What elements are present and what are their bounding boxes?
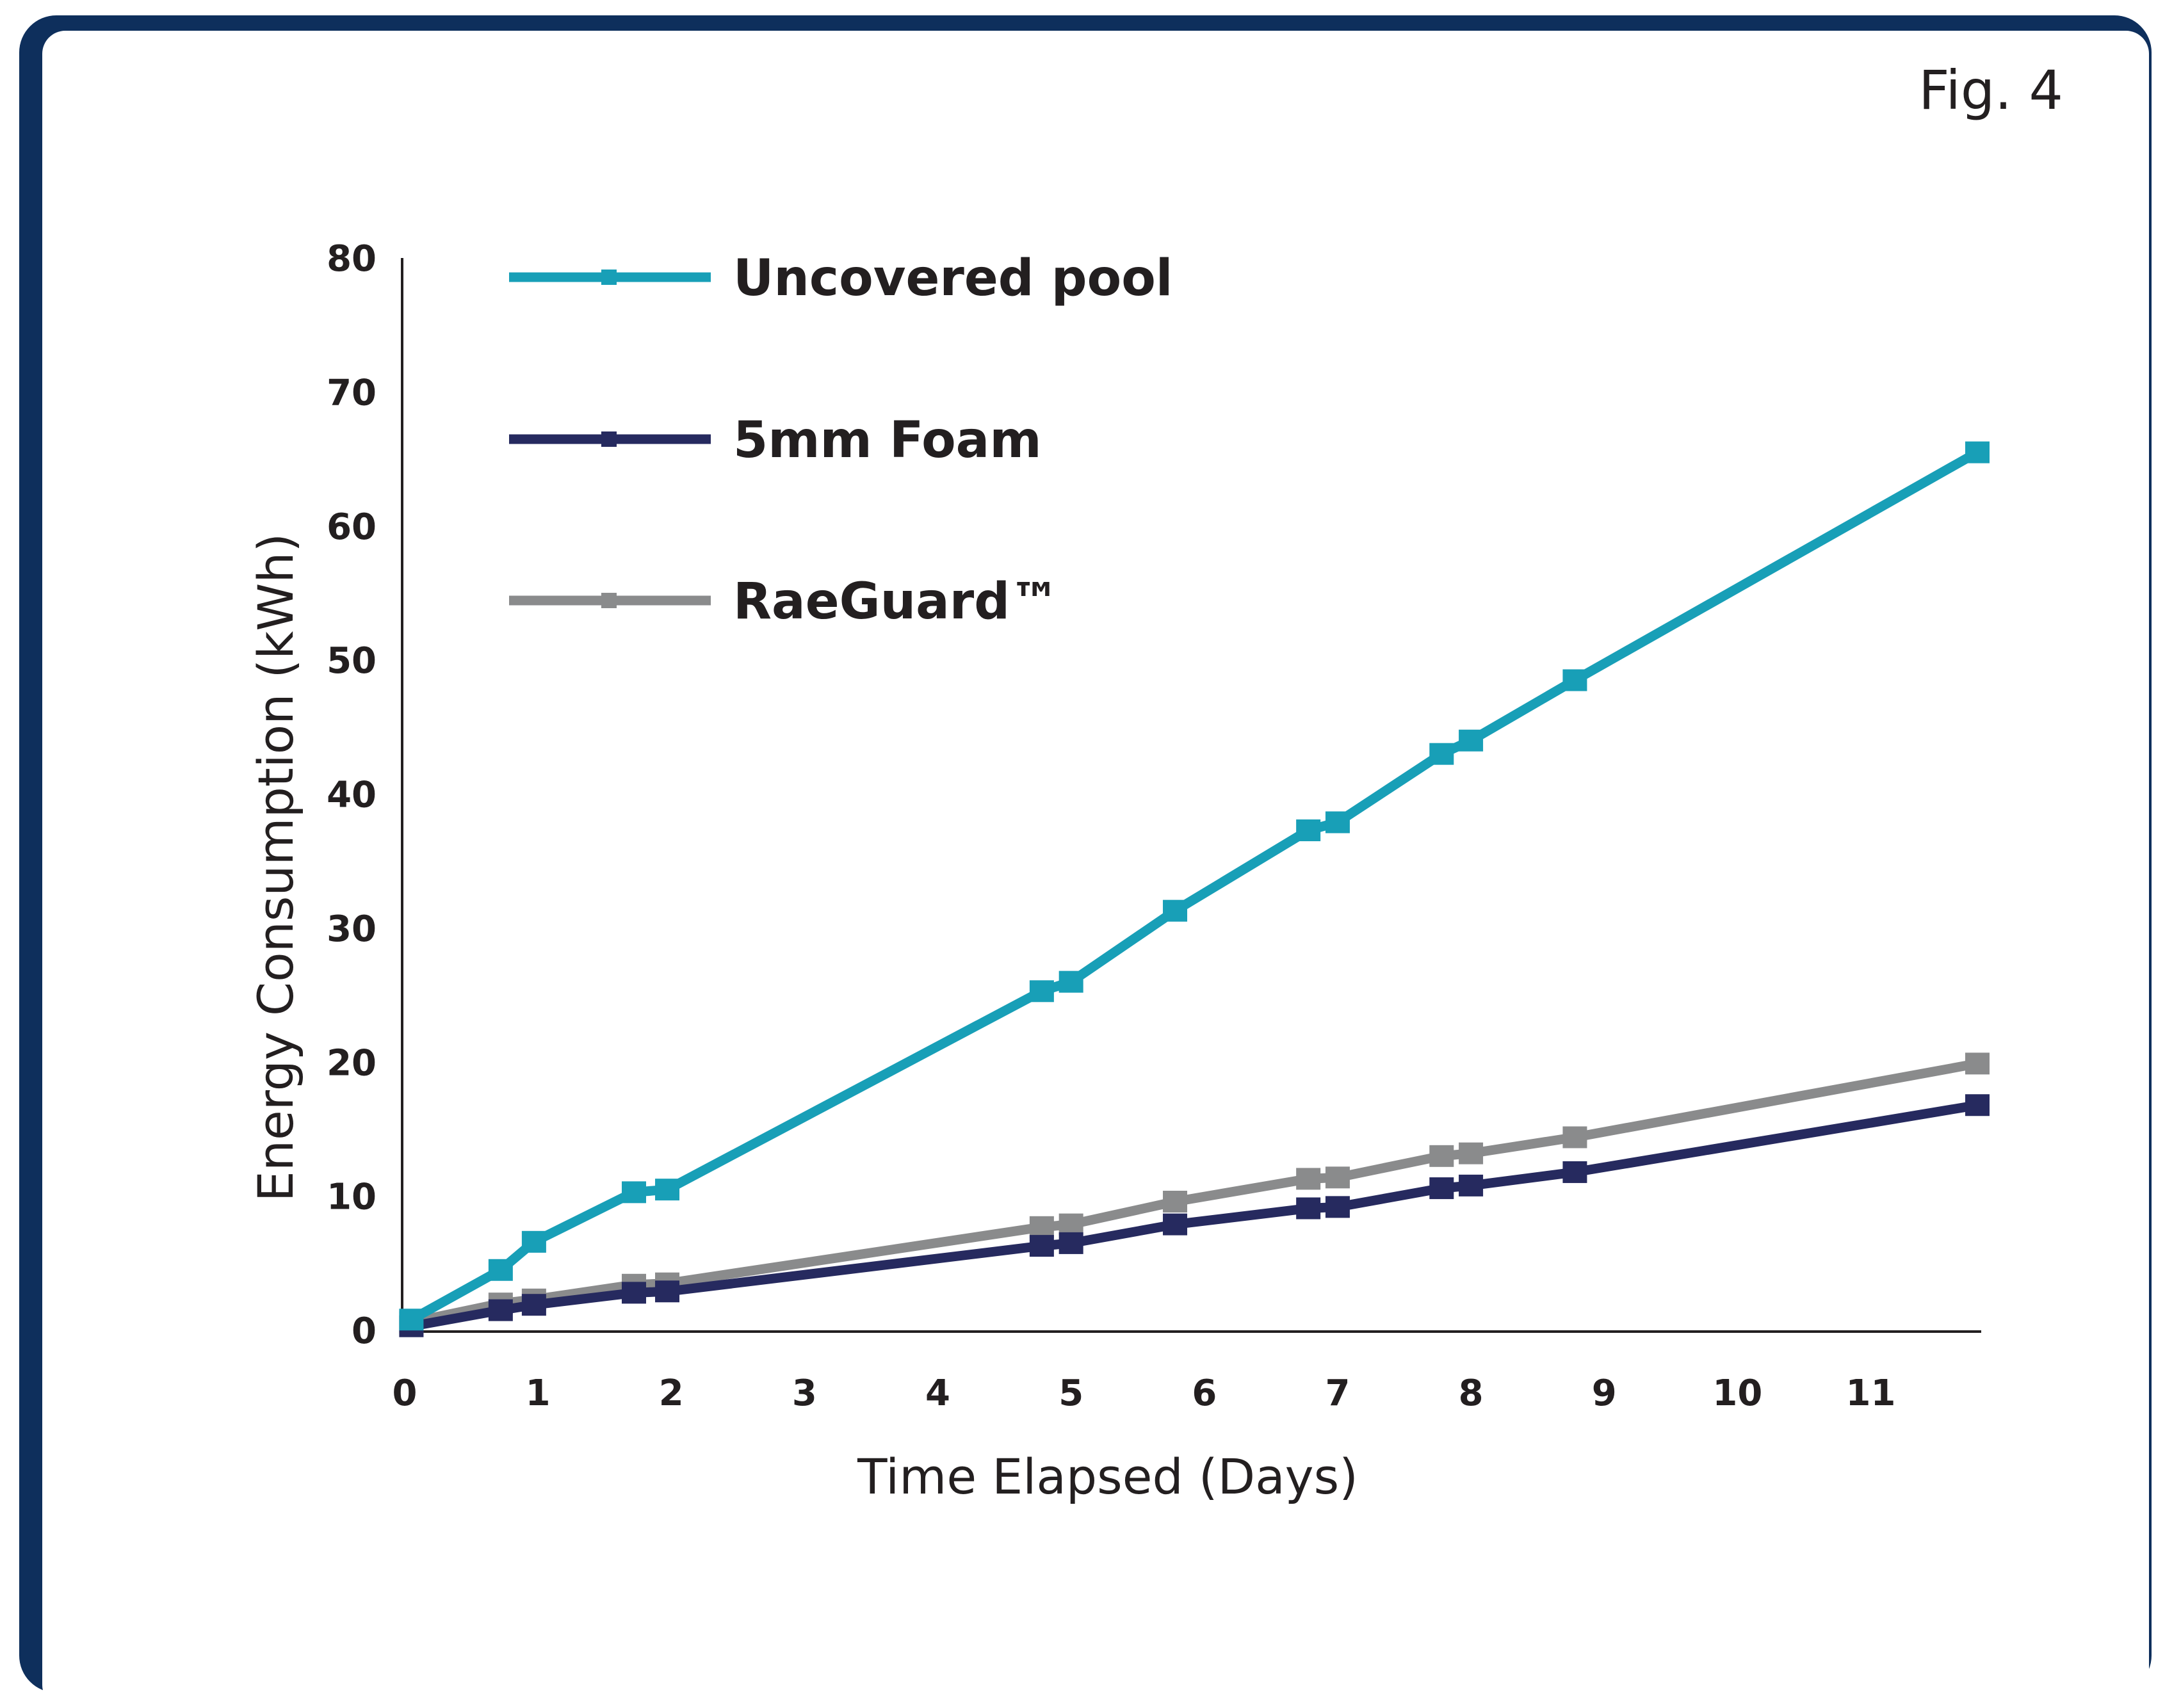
legend-swatch-marker [601,270,617,285]
data-point [1296,1197,1321,1220]
data-point [1429,1145,1454,1167]
data-point [1163,1191,1188,1213]
data-point [655,1179,680,1201]
data-point [1429,743,1454,765]
data-point [1029,1235,1054,1257]
legend-item: 5mm Foam [509,412,1042,469]
y-axis-ticks: 0 10 20 30 40 50 60 70 80 [327,238,377,1352]
data-point [1965,1052,1990,1075]
x-tick-label: 11 [1846,1373,1896,1414]
series-line [406,1100,1982,1332]
data-point [1429,1177,1454,1200]
data-point [1296,1168,1321,1190]
x-axis-title: Time Elapsed (Days) [857,1448,1358,1505]
data-point [1058,1232,1083,1254]
x-tick-label: 5 [1058,1373,1083,1414]
data-point [1029,1216,1054,1238]
legend-item: RaeGuard™ [509,573,1060,631]
legend-label: Uncovered pool [733,250,1173,307]
data-point [399,1309,424,1331]
x-tick-label: 9 [1592,1373,1617,1414]
y-tick-label: 0 [352,1310,377,1352]
data-point [1296,819,1321,842]
y-tick-label: 60 [327,506,377,548]
data-point [621,1282,646,1304]
series-0 [399,441,1990,1331]
data-point [488,1299,513,1321]
y-axis-title: Energy Consumption (kWh) [247,533,304,1202]
x-tick-label: 8 [1459,1373,1484,1414]
legend-swatch-marker [601,593,617,608]
data-point [1325,1166,1350,1189]
legend-label: RaeGuard™ [733,573,1060,631]
data-point [1459,1174,1484,1196]
legend-item: Uncovered pool [509,250,1173,307]
data-point [1562,1126,1587,1148]
y-tick-label: 50 [327,640,377,682]
y-tick-label: 30 [327,908,377,950]
y-tick-label: 80 [327,238,377,280]
x-tick-label: 0 [393,1373,418,1414]
y-tick-label: 20 [327,1042,377,1084]
series-1 [399,1094,1990,1337]
x-tick-label: 1 [526,1373,551,1414]
legend: Uncovered pool 5mm Foam RaeGuard™ [509,250,1173,631]
data-point [1459,729,1484,752]
legend-label: 5mm Foam [733,412,1042,469]
data-point [1058,971,1083,993]
data-point [1562,1161,1587,1183]
data-point [1325,1196,1350,1218]
axes [401,258,1981,1333]
data-point [1058,1213,1083,1236]
x-tick-label: 3 [792,1373,817,1414]
y-tick-label: 40 [327,775,377,816]
figure-panel [42,31,2149,1708]
data-point [1965,441,1990,463]
data-point [1965,1094,1990,1116]
data-point [1029,980,1054,1003]
x-tick-label: 2 [659,1373,684,1414]
x-tick-label: 6 [1192,1373,1217,1414]
x-tick-label: 10 [1712,1373,1762,1414]
legend-swatch-marker [601,431,617,447]
x-tick-label: 7 [1325,1373,1350,1414]
data-point [621,1181,646,1204]
data-point [1325,811,1350,834]
data-point [1163,1213,1188,1236]
series-line [406,447,1982,1325]
data-point [488,1259,513,1281]
data-point [655,1280,680,1303]
x-tick-label: 4 [925,1373,950,1414]
data-point [1562,669,1587,691]
series-layer [399,441,1990,1337]
data-point [521,1230,546,1253]
data-point [1163,899,1188,922]
figure-label: Fig. 4 [1918,59,2063,122]
data-point [1459,1142,1484,1164]
data-point [521,1294,546,1316]
y-tick-label: 70 [327,372,377,414]
y-tick-label: 10 [327,1177,377,1218]
x-axis-ticks: 0 1 2 3 4 5 6 7 8 9 10 11 [393,1373,1896,1414]
page: Fig. 4 0 10 20 30 40 50 60 70 80 0 1 2 3 4 5 6 7 8 9 10 11 … [19,15,2152,1693]
